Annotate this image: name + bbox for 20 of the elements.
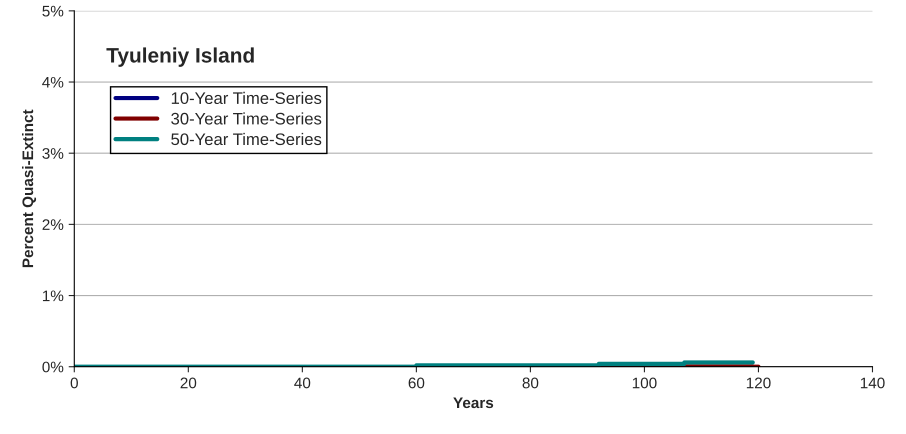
y-axis-title: Percent Quasi-Extinct <box>22 110 36 268</box>
x-tick-label: 40 <box>294 378 310 388</box>
x-tick-label: 0 <box>70 378 78 388</box>
x-tick-label: 80 <box>522 378 538 388</box>
legend-label: 50-Year Time-Series <box>171 132 322 146</box>
x-tick-label: 140 <box>860 378 885 388</box>
y-tick-label: 1% <box>42 290 64 302</box>
y-tick-label: 4% <box>42 76 64 88</box>
y-tick-label: 3% <box>42 148 64 159</box>
x-tick-label: 120 <box>746 378 771 388</box>
x-tick-label: 20 <box>180 378 196 388</box>
x-tick-label: 100 <box>632 378 657 388</box>
y-tick-label: 5% <box>42 6 64 17</box>
y-tick-label: 2% <box>42 219 64 230</box>
legend-label: 10-Year Time-Series <box>172 92 322 104</box>
y-tick-label: 0% <box>42 362 64 372</box>
legend-label: 30-Year Time-Series <box>171 112 322 125</box>
x-tick-label: 60 <box>408 378 424 388</box>
x-axis-title: Years <box>453 398 494 408</box>
text: Tyuleniy Island <box>106 47 254 67</box>
